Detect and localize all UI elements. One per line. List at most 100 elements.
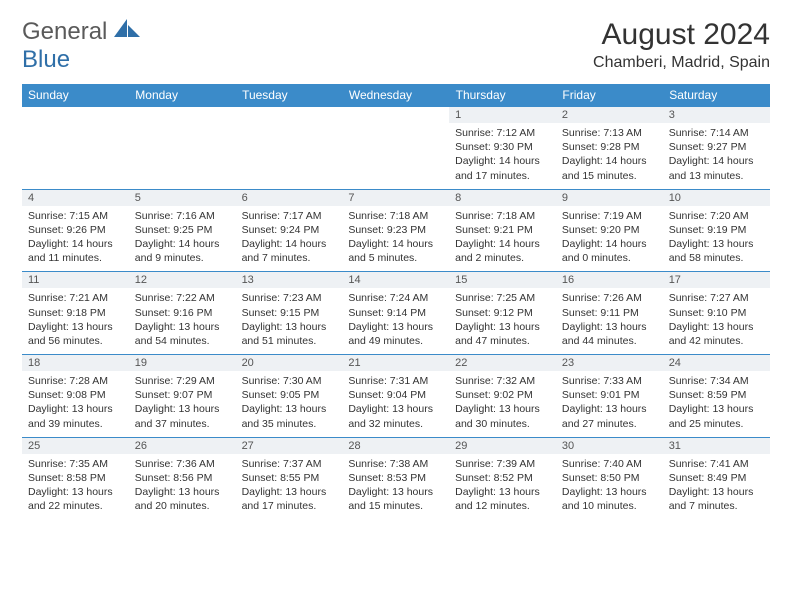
day-data: Sunrise: 7:16 AMSunset: 9:25 PMDaylight:…: [129, 206, 236, 272]
day-number: 26: [129, 438, 236, 454]
calendar-week: 11Sunrise: 7:21 AMSunset: 9:18 PMDayligh…: [22, 272, 770, 355]
day-header-wednesday: Wednesday: [342, 84, 449, 107]
calendar-cell: [22, 107, 129, 190]
calendar-cell: 20Sunrise: 7:30 AMSunset: 9:05 PMDayligh…: [236, 355, 343, 438]
day-number: 30: [556, 438, 663, 454]
day-number: 6: [236, 190, 343, 206]
calendar-cell: 2Sunrise: 7:13 AMSunset: 9:28 PMDaylight…: [556, 107, 663, 190]
title-block: August 2024 Chamberi, Madrid, Spain: [593, 18, 770, 72]
calendar-cell: 29Sunrise: 7:39 AMSunset: 8:52 PMDayligh…: [449, 437, 556, 519]
day-number: 27: [236, 438, 343, 454]
day-number: 10: [663, 190, 770, 206]
day-header-saturday: Saturday: [663, 84, 770, 107]
day-number: 31: [663, 438, 770, 454]
calendar-cell: 3Sunrise: 7:14 AMSunset: 9:27 PMDaylight…: [663, 107, 770, 190]
day-number: 28: [342, 438, 449, 454]
month-title: August 2024: [593, 18, 770, 52]
calendar-head: SundayMondayTuesdayWednesdayThursdayFrid…: [22, 84, 770, 107]
calendar-cell: 30Sunrise: 7:40 AMSunset: 8:50 PMDayligh…: [556, 437, 663, 519]
calendar-cell: 4Sunrise: 7:15 AMSunset: 9:26 PMDaylight…: [22, 189, 129, 272]
day-number: 4: [22, 190, 129, 206]
calendar-cell: 31Sunrise: 7:41 AMSunset: 8:49 PMDayligh…: [663, 437, 770, 519]
day-data: Sunrise: 7:31 AMSunset: 9:04 PMDaylight:…: [342, 371, 449, 437]
calendar-cell: 6Sunrise: 7:17 AMSunset: 9:24 PMDaylight…: [236, 189, 343, 272]
logo: General Blue: [22, 18, 140, 74]
day-number: 21: [342, 355, 449, 371]
day-number: 24: [663, 355, 770, 371]
day-number: 12: [129, 272, 236, 288]
day-data: Sunrise: 7:20 AMSunset: 9:19 PMDaylight:…: [663, 206, 770, 272]
calendar-cell: 21Sunrise: 7:31 AMSunset: 9:04 PMDayligh…: [342, 355, 449, 438]
calendar-week: 4Sunrise: 7:15 AMSunset: 9:26 PMDaylight…: [22, 189, 770, 272]
day-data: Sunrise: 7:30 AMSunset: 9:05 PMDaylight:…: [236, 371, 343, 437]
day-header-sunday: Sunday: [22, 84, 129, 107]
calendar-cell: 7Sunrise: 7:18 AMSunset: 9:23 PMDaylight…: [342, 189, 449, 272]
logo-text-blue: Blue: [22, 46, 70, 73]
calendar-week: 1Sunrise: 7:12 AMSunset: 9:30 PMDaylight…: [22, 107, 770, 190]
day-number: 22: [449, 355, 556, 371]
day-data: Sunrise: 7:32 AMSunset: 9:02 PMDaylight:…: [449, 371, 556, 437]
calendar-cell: 11Sunrise: 7:21 AMSunset: 9:18 PMDayligh…: [22, 272, 129, 355]
day-number: 16: [556, 272, 663, 288]
day-header-row: SundayMondayTuesdayWednesdayThursdayFrid…: [22, 84, 770, 107]
day-data: Sunrise: 7:39 AMSunset: 8:52 PMDaylight:…: [449, 454, 556, 520]
calendar-cell: 25Sunrise: 7:35 AMSunset: 8:58 PMDayligh…: [22, 437, 129, 519]
calendar-cell: 22Sunrise: 7:32 AMSunset: 9:02 PMDayligh…: [449, 355, 556, 438]
day-data: Sunrise: 7:19 AMSunset: 9:20 PMDaylight:…: [556, 206, 663, 272]
day-number: 1: [449, 107, 556, 123]
day-data: Sunrise: 7:15 AMSunset: 9:26 PMDaylight:…: [22, 206, 129, 272]
header: General Blue August 2024 Chamberi, Madri…: [22, 18, 770, 74]
calendar-cell: [342, 107, 449, 190]
day-data: Sunrise: 7:33 AMSunset: 9:01 PMDaylight:…: [556, 371, 663, 437]
day-data: Sunrise: 7:25 AMSunset: 9:12 PMDaylight:…: [449, 288, 556, 354]
day-data: Sunrise: 7:24 AMSunset: 9:14 PMDaylight:…: [342, 288, 449, 354]
day-number: 23: [556, 355, 663, 371]
day-header-thursday: Thursday: [449, 84, 556, 107]
day-number: 15: [449, 272, 556, 288]
calendar-cell: 23Sunrise: 7:33 AMSunset: 9:01 PMDayligh…: [556, 355, 663, 438]
day-number: 17: [663, 272, 770, 288]
day-number: 9: [556, 190, 663, 206]
day-number: 3: [663, 107, 770, 123]
day-data: Sunrise: 7:40 AMSunset: 8:50 PMDaylight:…: [556, 454, 663, 520]
day-data: Sunrise: 7:12 AMSunset: 9:30 PMDaylight:…: [449, 123, 556, 189]
day-data: Sunrise: 7:29 AMSunset: 9:07 PMDaylight:…: [129, 371, 236, 437]
day-data: Sunrise: 7:37 AMSunset: 8:55 PMDaylight:…: [236, 454, 343, 520]
calendar-cell: 18Sunrise: 7:28 AMSunset: 9:08 PMDayligh…: [22, 355, 129, 438]
day-data: Sunrise: 7:18 AMSunset: 9:21 PMDaylight:…: [449, 206, 556, 272]
day-data: Sunrise: 7:14 AMSunset: 9:27 PMDaylight:…: [663, 123, 770, 189]
sail-icon: [114, 19, 140, 39]
calendar-cell: 5Sunrise: 7:16 AMSunset: 9:25 PMDaylight…: [129, 189, 236, 272]
calendar-cell: 1Sunrise: 7:12 AMSunset: 9:30 PMDaylight…: [449, 107, 556, 190]
day-data: Sunrise: 7:18 AMSunset: 9:23 PMDaylight:…: [342, 206, 449, 272]
day-data: Sunrise: 7:26 AMSunset: 9:11 PMDaylight:…: [556, 288, 663, 354]
day-header-monday: Monday: [129, 84, 236, 107]
calendar-cell: 26Sunrise: 7:36 AMSunset: 8:56 PMDayligh…: [129, 437, 236, 519]
day-number: 25: [22, 438, 129, 454]
day-data: Sunrise: 7:38 AMSunset: 8:53 PMDaylight:…: [342, 454, 449, 520]
day-data: Sunrise: 7:22 AMSunset: 9:16 PMDaylight:…: [129, 288, 236, 354]
calendar-cell: 13Sunrise: 7:23 AMSunset: 9:15 PMDayligh…: [236, 272, 343, 355]
day-number: 19: [129, 355, 236, 371]
calendar-cell: [236, 107, 343, 190]
location: Chamberi, Madrid, Spain: [593, 54, 770, 72]
calendar-cell: 24Sunrise: 7:34 AMSunset: 8:59 PMDayligh…: [663, 355, 770, 438]
day-data: Sunrise: 7:36 AMSunset: 8:56 PMDaylight:…: [129, 454, 236, 520]
calendar-cell: 19Sunrise: 7:29 AMSunset: 9:07 PMDayligh…: [129, 355, 236, 438]
day-data: Sunrise: 7:13 AMSunset: 9:28 PMDaylight:…: [556, 123, 663, 189]
day-header-tuesday: Tuesday: [236, 84, 343, 107]
day-data: Sunrise: 7:35 AMSunset: 8:58 PMDaylight:…: [22, 454, 129, 520]
day-number: 11: [22, 272, 129, 288]
calendar-table: SundayMondayTuesdayWednesdayThursdayFrid…: [22, 84, 770, 519]
calendar-cell: 16Sunrise: 7:26 AMSunset: 9:11 PMDayligh…: [556, 272, 663, 355]
day-number: 7: [342, 190, 449, 206]
calendar-cell: 12Sunrise: 7:22 AMSunset: 9:16 PMDayligh…: [129, 272, 236, 355]
day-data: Sunrise: 7:34 AMSunset: 8:59 PMDaylight:…: [663, 371, 770, 437]
day-number: 20: [236, 355, 343, 371]
day-number: 8: [449, 190, 556, 206]
calendar-cell: 14Sunrise: 7:24 AMSunset: 9:14 PMDayligh…: [342, 272, 449, 355]
calendar-cell: 9Sunrise: 7:19 AMSunset: 9:20 PMDaylight…: [556, 189, 663, 272]
calendar-cell: 28Sunrise: 7:38 AMSunset: 8:53 PMDayligh…: [342, 437, 449, 519]
calendar-week: 25Sunrise: 7:35 AMSunset: 8:58 PMDayligh…: [22, 437, 770, 519]
day-number: 14: [342, 272, 449, 288]
